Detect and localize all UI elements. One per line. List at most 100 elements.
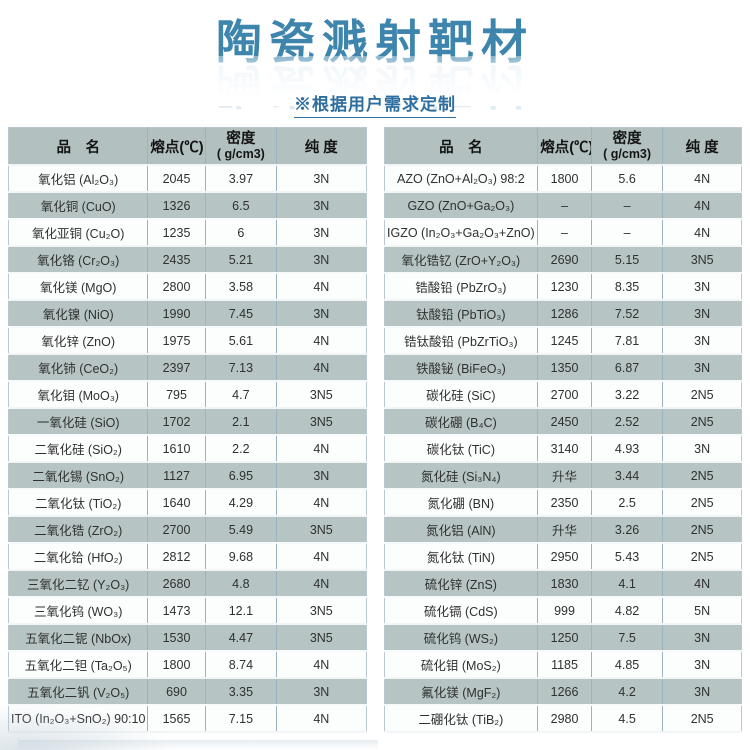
cell-purity: 3N5 [662,246,742,274]
table-row: 氧化铝 (Al₂O₃) 2045 3.97 3N [8,165,366,193]
cell-density: 7.52 [591,300,664,328]
cell-name: 氧化铝 (Al₂O₃) [8,165,149,193]
cell-name: 碳化硼 (B₄C) [384,408,539,436]
cell-purity: 3N [276,462,366,490]
cell-name: 氧化镍 (NiO) [8,300,149,328]
cell-density: – [591,192,664,220]
cell-melting-point: 1326 [147,192,206,220]
column-header-density: 密度 ( g/cm3) [591,127,664,166]
cell-name: 氧化铈 (CeO₂) [8,354,149,382]
column-header-purity: 纯 度 [662,127,742,166]
cell-melting-point: – [537,192,592,220]
cell-name: 三氧化钨 (WO₃) [8,597,149,625]
cell-purity: 3N [662,354,742,382]
cell-melting-point: 3140 [537,435,592,463]
cell-density: 6.95 [205,462,278,490]
cell-purity: 3N [276,165,366,193]
cell-purity: 3N [662,273,742,301]
cell-name: 钛酸铅 (PbTiO₃) [384,300,539,328]
cell-density: 7.81 [591,327,664,355]
table-row: 五氧化二钒 (V₂O₅) 690 3.35 3N [8,678,366,706]
cell-melting-point: 2700 [537,381,592,409]
table-row: 五氧化二铌 (NbOx) 1530 4.47 3N5 [8,624,366,652]
column-header-melting-point: 熔点(℃) [147,127,206,166]
table-row: 氮化硼 (BN) 2350 2.5 2N5 [384,489,742,517]
cell-purity: 3N5 [276,381,366,409]
cell-melting-point: 795 [147,381,206,409]
cell-name: 五氧化二铌 (NbOx) [8,624,149,652]
column-header-density: 密度 ( g/cm3) [205,127,278,166]
cell-purity: 3N [276,192,366,220]
cell-name: 五氧化二钒 (V₂O₅) [8,678,149,706]
cell-name: 锆酸铅 (PbZrO₃) [384,273,539,301]
cell-density: 8.74 [205,651,278,679]
density-header-line1: 密度 [612,131,642,148]
cell-melting-point: 1266 [537,678,592,706]
cell-purity: 2N5 [662,516,742,544]
hero-header: 陶瓷溅射靶材 陶瓷溅射靶材 ※根据用户需求定制 [0,0,750,127]
tables-section: 品 名 熔点(℃) 密度 ( g/cm3) 纯 度 氧化铝 (Al₂O₃) 204… [0,127,750,733]
cell-purity: 4N [662,219,742,247]
cell-purity: 4N [276,543,366,571]
density-header-line1: 密度 [226,131,256,148]
cell-melting-point: 2680 [147,570,206,598]
cell-name: 氧化铬 (Cr₂O₃) [8,246,149,274]
cell-name: 氧化锆钇 (ZrO+Y₂O₃) [384,246,539,274]
cell-name: 氧化钼 (MoO₃) [8,381,149,409]
cell-melting-point: 1235 [147,219,206,247]
cell-melting-point: 2700 [147,516,206,544]
cell-melting-point: 1245 [537,327,592,355]
cell-density: 4.85 [591,651,664,679]
cell-purity: 2N5 [662,408,742,436]
cell-density: 3.58 [205,273,278,301]
table-row: 一氧化硅 (SiO) 1702 2.1 3N5 [8,408,366,436]
cell-name: 二氧化锡 (SnO₂) [8,462,149,490]
table-row: 氧化镁 (MgO) 2800 3.58 4N [8,273,366,301]
cell-purity: 4N [662,570,742,598]
cell-melting-point: 升华 [537,516,592,544]
cell-density: 3.44 [591,462,664,490]
cell-purity: 3N [276,219,366,247]
cell-purity: 3N5 [276,597,366,625]
cell-density: 7.45 [205,300,278,328]
cell-name: 氮化铝 (AlN) [384,516,539,544]
table-row: 氧化钼 (MoO₃) 795 4.7 3N5 [8,381,366,409]
cell-name: 碳化硅 (SiC) [384,381,539,409]
title-reflection-fade [0,56,750,106]
cell-density: 7.5 [591,624,664,652]
cell-density: 3.97 [205,165,278,193]
cell-name: 氟化镁 (MgF₂) [384,678,539,706]
cell-name: 锆钛酸铅 (PbZrTiO₃) [384,327,539,355]
cell-purity: 3N5 [276,408,366,436]
cell-purity: 4N [662,165,742,193]
density-header-line2: ( g/cm3) [603,146,652,161]
table-row: 氧化镍 (NiO) 1990 7.45 3N [8,300,366,328]
cell-density: 4.8 [205,570,278,598]
cell-name: 二氧化钛 (TiO₂) [8,489,149,517]
cell-purity: 2N5 [662,381,742,409]
cell-name: 硫化锌 (ZnS) [384,570,539,598]
cell-density: 4.1 [591,570,664,598]
cell-melting-point: 2045 [147,165,206,193]
table-row: 氟化镁 (MgF₂) 1266 4.2 3N [384,678,742,706]
cell-purity: 3N [276,300,366,328]
cell-name: 二硼化钛 (TiB₂) [384,705,539,733]
cell-purity: 4N [276,489,366,517]
cell-purity: 3N [276,678,366,706]
cell-density: 2.52 [591,408,664,436]
table-row: 二氧化锆 (ZrO₂) 2700 5.49 3N5 [8,516,366,544]
cell-purity: 4N [276,273,366,301]
cell-melting-point: 1800 [147,651,206,679]
cell-purity: 4N [276,435,366,463]
cell-purity: 2N5 [662,462,742,490]
table-row: 碳化硅 (SiC) 2700 3.22 2N5 [384,381,742,409]
cell-purity: 4N [276,327,366,355]
cell-purity: 3N [662,435,742,463]
table-row: AZO (ZnO+Al₂O₃) 98:2 1800 5.6 4N [384,165,742,193]
cell-melting-point: 1975 [147,327,206,355]
cell-melting-point: – [537,219,592,247]
table-row: 二氧化硅 (SiO₂) 1610 2.2 4N [8,435,366,463]
cell-melting-point: 1610 [147,435,206,463]
cell-purity: 4N [276,705,366,733]
bottom-shade-decoration [18,740,378,750]
